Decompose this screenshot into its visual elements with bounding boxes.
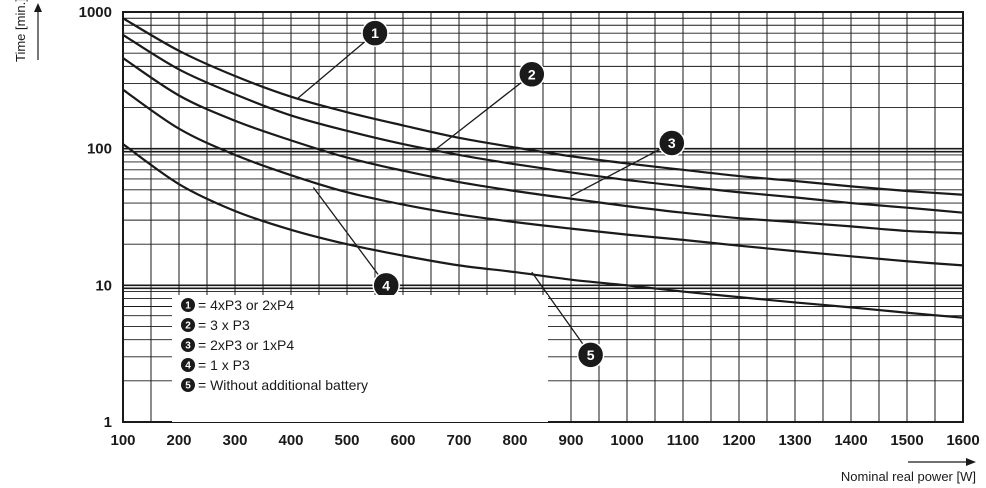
y-tick-label: 1000 xyxy=(79,4,112,21)
callout-marker-3 xyxy=(658,129,686,157)
series-line-5 xyxy=(122,143,964,319)
callout-marker-5 xyxy=(576,341,605,369)
x-tick-label: 1300 xyxy=(778,432,811,449)
legend-marker-2 xyxy=(181,318,195,332)
y-tick-label: 1 xyxy=(104,414,112,431)
callout-marker-1 xyxy=(361,19,389,47)
callout-line-1 xyxy=(296,32,376,100)
y-tick-labels: 1 10 100 1000 xyxy=(79,4,112,431)
callout-line-5 xyxy=(531,271,592,356)
x-tick-label: 1000 xyxy=(610,432,643,449)
x-tick-label: 1200 xyxy=(722,432,755,449)
legend-marker-number: 3 xyxy=(185,341,191,352)
legend-entry-text: = Without additional battery xyxy=(198,377,368,393)
series-lines xyxy=(122,17,964,319)
legend-entry-text: = 2xP3 or 1xP4 xyxy=(198,337,294,353)
x-tick-label: 1600 xyxy=(946,432,979,449)
x-tick-labels: 100 200 300 400 500 600 700 800 900 1000 1100 1200 1… xyxy=(110,432,979,449)
legend-marker-number: 2 xyxy=(185,321,191,332)
series-line-4 xyxy=(122,88,964,267)
legend-marker-number: 5 xyxy=(185,381,191,392)
x-tick-label: 1400 xyxy=(834,432,867,449)
legend-entry-text: = 3 x P3 xyxy=(198,317,250,333)
series-line-3 xyxy=(122,57,964,235)
grid xyxy=(122,12,964,423)
callout-marker-label: 1 xyxy=(371,25,379,41)
callout-markers: 1 2 3 4 5 xyxy=(361,19,686,369)
x-axis-arrow-head xyxy=(966,458,976,466)
x-tick-label: 200 xyxy=(166,432,191,449)
legend-marker-number: 4 xyxy=(185,361,191,372)
callout-marker-label: 3 xyxy=(668,135,676,151)
y-axis-title: Time [min.] xyxy=(13,0,28,62)
x-tick-label: 800 xyxy=(502,432,527,449)
legend-entry-text: = 4xP3 or 2xP4 xyxy=(198,297,294,313)
y-tick-label: 10 xyxy=(95,277,112,294)
callout-marker-label: 2 xyxy=(528,66,536,82)
x-tick-label: 900 xyxy=(558,432,583,449)
legend-marker-4 xyxy=(181,358,195,372)
x-tick-label: 100 xyxy=(110,432,135,449)
callout-line-4 xyxy=(312,187,387,286)
x-tick-label: 700 xyxy=(446,432,471,449)
x-tick-label: 500 xyxy=(334,432,359,449)
y-axis-arrow-head xyxy=(34,3,42,12)
x-tick-label: 600 xyxy=(390,432,415,449)
legend-marker-3 xyxy=(181,338,195,352)
series-line-1 xyxy=(122,17,964,196)
x-tick-label: 300 xyxy=(222,432,247,449)
legend-background xyxy=(172,295,548,422)
legend: 1 = 4xP3 or 2xP4 2 = 3 x P3 3 = 2xP3 or 1xP4 4… xyxy=(172,295,548,422)
x-axis-title-group: Nominal real power [W] xyxy=(841,458,976,484)
callout-marker-2 xyxy=(518,60,546,89)
x-tick-label: 1100 xyxy=(667,432,700,449)
legend-entry-text: = 1 x P3 xyxy=(198,357,250,373)
y-tick-label: 100 xyxy=(87,141,112,158)
callout-marker-label: 4 xyxy=(382,277,390,293)
callout-line-2 xyxy=(436,73,533,150)
series-line-2 xyxy=(122,33,964,214)
x-tick-label: 1500 xyxy=(890,432,923,449)
x-axis-title: Nominal real power [W] xyxy=(841,469,976,484)
x-tick-label: 400 xyxy=(278,432,303,449)
callout-marker-label: 5 xyxy=(587,347,595,363)
legend-marker-number: 1 xyxy=(185,301,191,312)
y-axis-title-group: Time [min.] xyxy=(13,0,42,62)
legend-marker-1 xyxy=(181,298,195,312)
legend-marker-5 xyxy=(181,378,195,392)
callout-line-3 xyxy=(570,142,673,197)
